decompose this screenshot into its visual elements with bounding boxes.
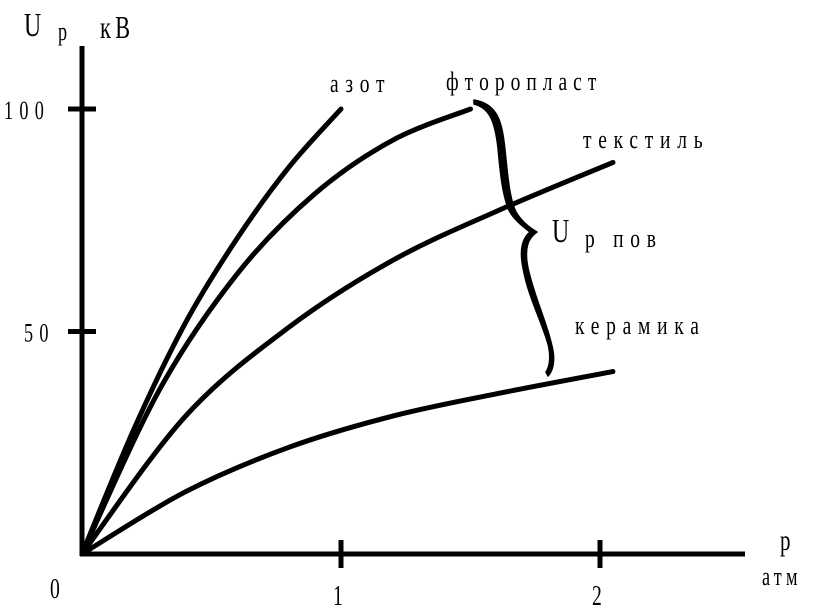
series-line-ftoroplast-curve — [79, 106, 473, 557]
series-line-keramika-curve — [79, 369, 616, 557]
x-tick-label: 1 — [333, 581, 343, 610]
series-label-azot: азот — [330, 69, 391, 97]
series-line-tekstil-curve — [79, 159, 616, 557]
series-label-tekstil: текстиль — [583, 125, 709, 153]
origin-label: 0 — [50, 574, 60, 605]
y-axis-unit: кВ — [100, 9, 134, 45]
axis-ticks: 1 2 50 100 — [4, 96, 603, 610]
y-axis-title-subscript: р — [58, 17, 70, 46]
series-line-azot-curve — [79, 106, 344, 557]
series-label-keramika: керамика — [575, 311, 706, 339]
annotation-label: U — [552, 213, 569, 250]
x-axis-unit: атм — [762, 562, 802, 591]
y-tick-label: 100 — [4, 96, 50, 125]
x-axis-title: p — [780, 523, 790, 557]
data-series — [79, 106, 616, 557]
annotation-label-subscript: р пов — [585, 224, 663, 252]
x-tick-label: 2 — [592, 581, 602, 610]
y-axis-title: U — [24, 7, 41, 44]
y-tick-label: 50 — [24, 318, 55, 347]
series-label-ftoroplast: фтoропласт — [446, 67, 602, 95]
curly-brace — [473, 99, 555, 377]
